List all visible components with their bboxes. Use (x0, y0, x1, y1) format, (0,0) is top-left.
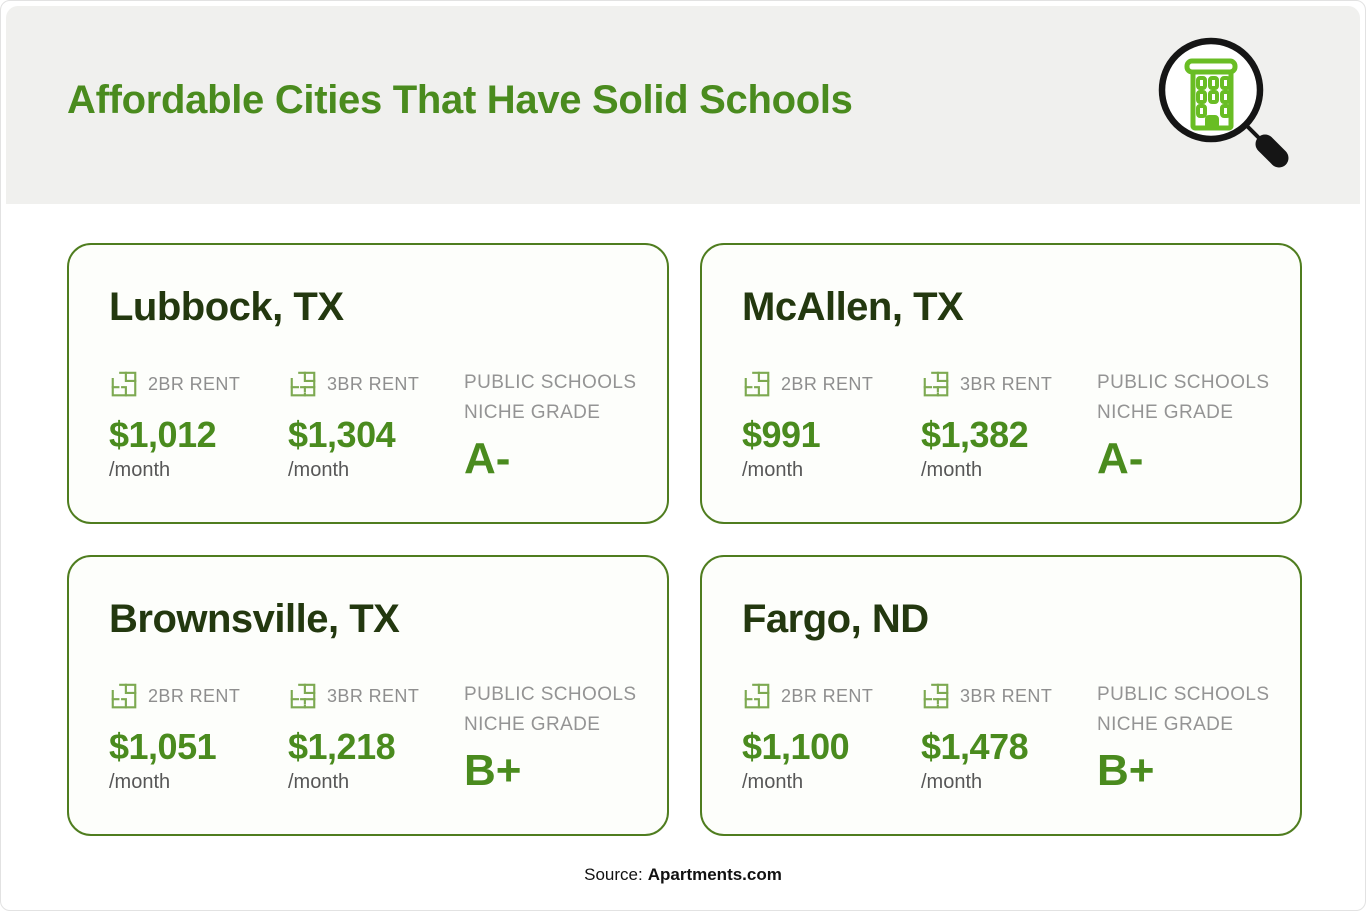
city-card-brownsville: Brownsville, TX 2BR RENT $1,051 /month (67, 555, 669, 836)
stat-label-2br: 2BR RENT (148, 685, 241, 706)
stat-label-3br: 3BR RENT (960, 685, 1053, 706)
schools-label-line2: NICHE GRADE (464, 714, 601, 735)
stat-schools-grade: PUBLIC SCHOOLS NICHE GRADE A- (464, 368, 637, 484)
city-name: Lubbock, TX (109, 285, 344, 329)
schools-label-line1: PUBLIC SCHOOLS (1097, 684, 1270, 705)
per-month-label: /month (288, 771, 350, 793)
stats-row: 2BR RENT $1,051 /month 3BR RENT $1,218 /… (109, 680, 637, 796)
stats-row: 2BR RENT $991 /month 3BR RENT $1,382 /mo… (742, 368, 1270, 484)
floorplan-2br-icon (742, 369, 772, 399)
city-card-fargo: Fargo, ND 2BR RENT $1,100 /month (700, 555, 1302, 836)
stat-2br: 2BR RENT $1,051 /month (109, 680, 288, 796)
per-month-label: /month (742, 771, 804, 793)
stat-3br: 3BR RENT $1,218 /month (288, 680, 464, 796)
magnifier-building-icon (1154, 33, 1299, 178)
stat-label-2br: 2BR RENT (781, 685, 874, 706)
rent-3br-value: $1,382 (921, 414, 1029, 455)
city-name: Brownsville, TX (109, 597, 400, 641)
rent-2br-value: $1,100 (742, 726, 850, 767)
stat-label-2br: 2BR RENT (781, 373, 874, 394)
page-title: Affordable Cities That Have Solid School… (67, 77, 853, 122)
rent-3br-value: $1,478 (921, 726, 1029, 767)
floorplan-3br-icon (288, 681, 318, 711)
floorplan-2br-icon (109, 681, 139, 711)
city-name: McAllen, TX (742, 285, 964, 329)
floorplan-2br-icon (742, 681, 772, 711)
schools-label-line1: PUBLIC SCHOOLS (464, 684, 637, 705)
stat-3br: 3BR RENT $1,304 /month (288, 368, 464, 484)
stat-2br: 2BR RENT $1,100 /month (742, 680, 921, 796)
stat-schools-grade: PUBLIC SCHOOLS NICHE GRADE B+ (1097, 680, 1270, 796)
source-line: Source: Apartments.com (1, 865, 1365, 885)
per-month-label: /month (288, 459, 350, 481)
schools-label-line1: PUBLIC SCHOOLS (464, 372, 637, 393)
city-card-mcallen: McAllen, TX 2BR RENT $991 /month (700, 243, 1302, 524)
rent-3br-value: $1,304 (288, 414, 396, 455)
floorplan-3br-icon (921, 681, 951, 711)
schools-label-line2: NICHE GRADE (1097, 714, 1234, 735)
city-card-lubbock: Lubbock, TX 2BR RENT $1,012 /month (67, 243, 669, 524)
floorplan-3br-icon (921, 369, 951, 399)
floorplan-2br-icon (109, 369, 139, 399)
stat-3br: 3BR RENT $1,382 /month (921, 368, 1097, 484)
stat-label-3br: 3BR RENT (327, 373, 420, 394)
source-prefix: Source: (584, 865, 643, 884)
source-name: Apartments.com (647, 865, 782, 884)
rent-3br-value: $1,218 (288, 726, 396, 767)
niche-grade-value: A- (1097, 434, 1144, 483)
city-name: Fargo, ND (742, 597, 929, 641)
stats-row: 2BR RENT $1,012 /month 3BR RENT $1,304 /… (109, 368, 637, 484)
rent-2br-value: $1,051 (109, 726, 217, 767)
per-month-label: /month (921, 459, 983, 481)
per-month-label: /month (742, 459, 804, 481)
per-month-label: /month (109, 459, 171, 481)
niche-grade-value: B+ (1097, 746, 1155, 795)
rent-2br-value: $1,012 (109, 414, 217, 455)
stat-label-3br: 3BR RENT (960, 373, 1053, 394)
header: Affordable Cities That Have Solid School… (6, 6, 1360, 204)
schools-label-line1: PUBLIC SCHOOLS (1097, 372, 1270, 393)
stats-row: 2BR RENT $1,100 /month 3BR RENT $1,478 /… (742, 680, 1270, 796)
rent-2br-value: $991 (742, 414, 821, 455)
per-month-label: /month (109, 771, 171, 793)
schools-label-line2: NICHE GRADE (1097, 402, 1234, 423)
stat-2br: 2BR RENT $1,012 /month (109, 368, 288, 484)
stat-2br: 2BR RENT $991 /month (742, 368, 921, 484)
per-month-label: /month (921, 771, 983, 793)
schools-label-line2: NICHE GRADE (464, 402, 601, 423)
city-cards-grid: Lubbock, TX 2BR RENT $1,012 /month (67, 243, 1365, 836)
niche-grade-value: A- (464, 434, 511, 483)
stat-schools-grade: PUBLIC SCHOOLS NICHE GRADE A- (1097, 368, 1270, 484)
niche-grade-value: B+ (464, 746, 522, 795)
stat-label-2br: 2BR RENT (148, 373, 241, 394)
floorplan-3br-icon (288, 369, 318, 399)
stat-3br: 3BR RENT $1,478 /month (921, 680, 1097, 796)
stat-label-3br: 3BR RENT (327, 685, 420, 706)
stat-schools-grade: PUBLIC SCHOOLS NICHE GRADE B+ (464, 680, 637, 796)
